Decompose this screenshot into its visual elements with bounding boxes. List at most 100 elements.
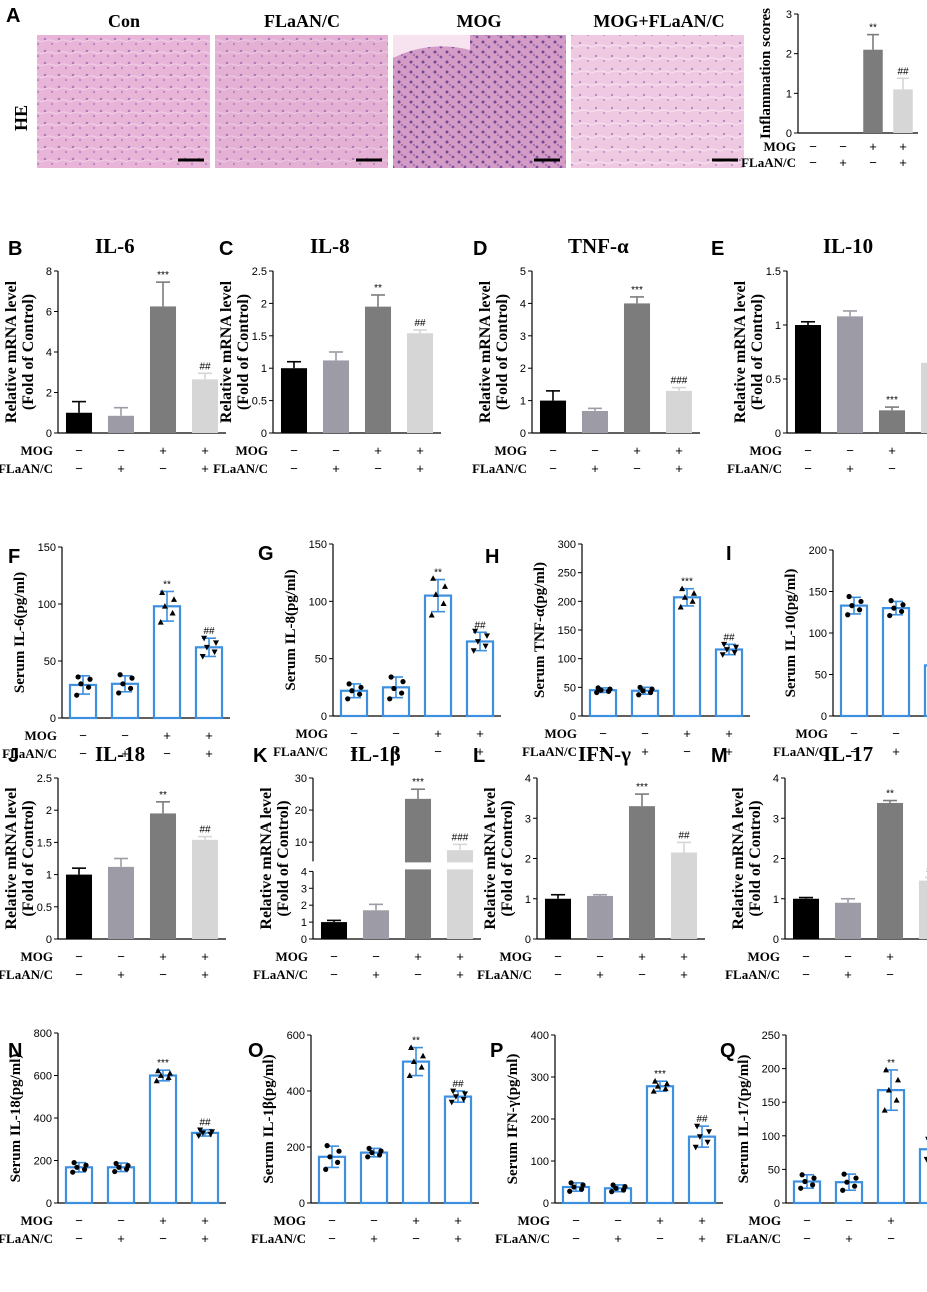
panel-letter: E (711, 238, 724, 260)
data-point (579, 1186, 585, 1192)
chart-m: M IL-17 Relative mRNA level (Fold of Contro… (711, 742, 927, 982)
data-point (74, 692, 80, 698)
data-point (731, 649, 738, 656)
significance-mark: ## (414, 318, 426, 329)
flaan-sign: + (201, 461, 209, 476)
y-tick-label: 250 (558, 568, 576, 580)
y-tick-label: 0 (46, 934, 52, 946)
chart-k: K IL-1β Relative mRNA level (Fold of Contro… (253, 742, 482, 982)
data-point (706, 1129, 712, 1135)
y-axis-label: (Fold of Control) (20, 800, 37, 916)
significance-mark: ## (203, 626, 215, 637)
y-tick-label: 0 (321, 711, 327, 723)
data-point (155, 1067, 162, 1074)
y-tick-label: 4 (520, 298, 526, 310)
flaan-sign: − (330, 967, 338, 982)
panel-letter: Q (720, 1040, 736, 1062)
y-axis-label: Serum TNF-α(pg/ml) (532, 562, 548, 698)
data-point (891, 605, 897, 611)
bar (322, 360, 350, 433)
flaan-sign: − (159, 1231, 167, 1246)
mog-sign: − (641, 726, 649, 741)
mog-sign: − (79, 728, 87, 743)
flaan-row-label: FLaAN/C (495, 1231, 550, 1246)
bar (544, 898, 572, 939)
mog-sign: + (869, 139, 877, 154)
chart-f: F Serum IL-6(pg/ml) 0 50 100 150 ** ## MOG FLaAN/… (2, 542, 230, 761)
y-axis-label: (Fold of Control) (20, 294, 37, 410)
significance-mark: ## (474, 620, 486, 631)
mog-sign: − (845, 1213, 853, 1228)
bar (918, 880, 927, 939)
y-tick-label: 100 (762, 1131, 780, 1143)
flaan-sign: + (117, 461, 125, 476)
y-tick-label: 0 (46, 1198, 52, 1210)
y-tick-label: 1 (775, 320, 781, 332)
bar (539, 400, 567, 433)
y-tick-label: 50 (44, 656, 56, 668)
micrograph-mog-flaan (571, 35, 744, 168)
panel-letter: L (473, 745, 485, 767)
panel-letter: M (711, 745, 728, 767)
data-point (694, 1123, 701, 1130)
mog-sign: − (850, 726, 858, 741)
chart-d: D TNF-α Relative mRNA level (Fold of Contro… (472, 234, 700, 476)
y-tick-label: 2.5 (37, 773, 52, 785)
flaan-sign: − (572, 1231, 580, 1246)
flaan-sign: + (205, 746, 213, 761)
data-point (203, 644, 210, 651)
y-tick-label: 150 (558, 625, 576, 637)
flaan-sign: + (117, 967, 125, 982)
data-point (125, 1163, 131, 1169)
bar (672, 596, 702, 718)
y-tick-label: 6 (46, 307, 52, 319)
mog-sign: + (899, 139, 907, 154)
flaan-sign: + (846, 461, 854, 476)
image-label-con: Con (108, 11, 140, 31)
y-axis-label: Relative mRNA level (258, 787, 275, 930)
y-tick-label: 0 (46, 428, 52, 440)
y-tick-label: 300 (558, 539, 576, 551)
data-point (408, 1044, 415, 1050)
panel-letter: O (248, 1040, 264, 1062)
flaan-row-label: FLaAN/C (273, 744, 328, 759)
mog-sign: + (201, 949, 209, 964)
data-point (845, 612, 851, 618)
data-point (452, 1094, 459, 1100)
y-axis-label: Serum IL-1β(pg/ml) (261, 1054, 277, 1183)
data-point (358, 684, 364, 690)
mog-row-label: MOG (500, 949, 533, 964)
mog-sign: + (886, 949, 894, 964)
mog-sign: + (163, 728, 171, 743)
mog-row-label: MOG (25, 728, 58, 743)
mog-sign: − (803, 1213, 811, 1228)
y-tick-label: 1.5 (252, 331, 267, 343)
data-point (846, 593, 852, 600)
stain-label: HE (11, 105, 31, 131)
y-tick-label: 3 (525, 813, 531, 825)
y-tick-label: 50 (768, 1164, 780, 1176)
data-point (636, 692, 642, 698)
mog-row-label: MOG (21, 949, 54, 964)
flaan-sign: + (899, 155, 907, 170)
inflammation-score-chart: Inflammation scores 0123**##MOGFLaAN/C−−−… (741, 8, 918, 170)
bar (107, 866, 135, 939)
y-axis-label: Serum IL-17(pg/ml) (736, 1055, 752, 1184)
mog-sign: − (117, 443, 125, 458)
significance-mark: *** (636, 782, 648, 793)
mog-sign: + (698, 1213, 706, 1228)
y-tick-label: 10 (295, 837, 307, 849)
mog-sign: − (892, 726, 900, 741)
y-axis-label: (Fold of Control) (749, 294, 766, 410)
bar (149, 813, 177, 939)
mog-row-label: MOG (750, 443, 783, 458)
mog-sign: + (476, 726, 484, 741)
data-point (692, 1144, 699, 1151)
data-point (157, 1072, 164, 1078)
mog-sign: − (572, 1213, 580, 1228)
y-tick-label: 1.5 (766, 266, 781, 278)
y-tick-label: 3 (773, 813, 779, 825)
flaan-sign: − (554, 967, 562, 982)
chart-h: H Serum TNF-α(pg/ml) 0 50 100 150 200 250 300 ***… (485, 539, 750, 759)
y-tick-label: 1 (525, 894, 531, 906)
